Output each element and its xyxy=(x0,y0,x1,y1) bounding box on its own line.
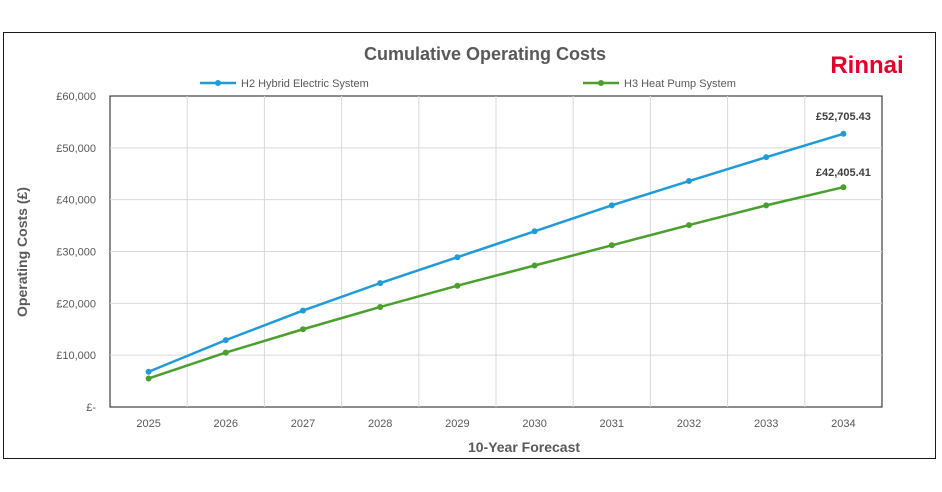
data-point xyxy=(377,303,384,310)
x-tick-label: 2030 xyxy=(522,418,546,430)
data-point xyxy=(377,280,384,287)
x-tick-label: 2028 xyxy=(368,418,392,430)
y-tick-label: £20,000 xyxy=(56,298,96,310)
x-tick-label: 2031 xyxy=(600,418,624,430)
data-point xyxy=(840,184,847,191)
data-point xyxy=(686,222,692,229)
x-tick-label: 2025 xyxy=(136,418,160,430)
x-tick-label: 2026 xyxy=(214,418,238,430)
y-tick-label: £50,000 xyxy=(56,143,96,155)
x-axis-label: 10-Year Forecast xyxy=(468,439,580,455)
series-line xyxy=(148,185,844,380)
legend-item-h2: H2 Hybrid Electric System xyxy=(200,78,369,90)
x-tick-label: 2032 xyxy=(677,418,701,430)
y-tick-label: £10,000 xyxy=(56,350,96,362)
chart-frame xyxy=(3,32,936,459)
series-layer: £52,705.43 £42,405.41 xyxy=(145,111,871,382)
x-tick-label: 2027 xyxy=(291,418,315,430)
y-axis-ticks: £- £10,000 £20,000 £30,000 £40,000 £50,000 £60… xyxy=(56,91,96,414)
data-point xyxy=(686,178,692,185)
y-axis-label: Operating Costs (£) xyxy=(14,187,30,317)
data-point xyxy=(454,282,461,289)
data-point xyxy=(300,326,306,333)
x-axis-ticks: 2025 2026 2027 2028 2029 2030 2031 2032 2033 2034 xyxy=(136,418,855,430)
data-point xyxy=(840,130,847,137)
chart-title: Cumulative Operating Costs xyxy=(364,44,606,64)
y-tick-label: £60,000 xyxy=(56,91,96,103)
x-tick-label: 2029 xyxy=(445,418,469,430)
legend-label-h3: H3 Heat Pump System xyxy=(624,78,736,90)
legend-marker-h2 xyxy=(215,80,221,86)
data-point xyxy=(222,337,229,344)
legend-item-h3: H3 Heat Pump System xyxy=(583,78,736,90)
series-line xyxy=(148,132,844,373)
gridlines xyxy=(110,96,882,407)
data-point xyxy=(300,307,306,314)
y-tick-label: £30,000 xyxy=(56,247,96,259)
y-tick-label: £40,000 xyxy=(56,195,96,207)
legend: H2 Hybrid Electric System H3 Heat Pump S… xyxy=(200,78,736,90)
data-point xyxy=(763,202,770,209)
data-point xyxy=(608,242,615,249)
legend-marker-h3 xyxy=(598,80,604,86)
series-h2-hybrid: £52,705.43 xyxy=(145,111,871,375)
data-point xyxy=(763,154,770,161)
series-h3-heat-pump: £42,405.41 xyxy=(145,167,871,382)
rinnai-logo: Rinnai xyxy=(830,52,903,79)
data-label-end: £52,705.43 xyxy=(816,111,871,123)
data-point xyxy=(531,228,538,235)
data-point xyxy=(608,202,615,209)
data-point xyxy=(145,375,152,382)
x-tick-label: 2034 xyxy=(831,418,855,430)
y-tick-label: £- xyxy=(86,402,96,414)
x-tick-label: 2033 xyxy=(754,418,778,430)
data-point xyxy=(454,254,461,261)
data-point xyxy=(222,349,229,356)
data-point xyxy=(145,368,152,375)
data-point xyxy=(531,262,538,269)
legend-label-h2: H2 Hybrid Electric System xyxy=(241,78,369,90)
data-label-end: £42,405.41 xyxy=(816,167,871,179)
